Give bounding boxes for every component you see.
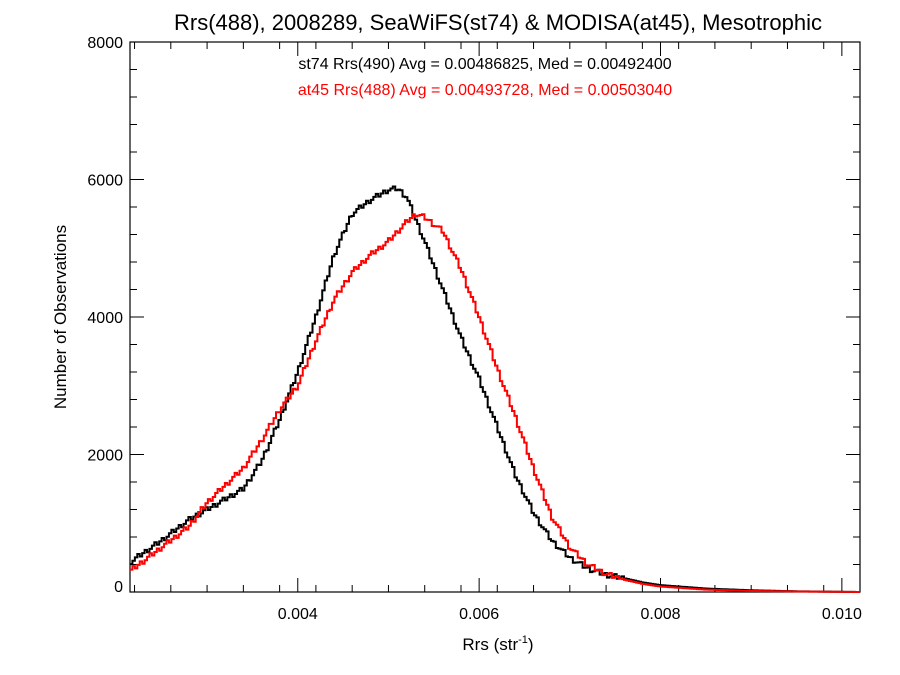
series-line-1 [130, 185, 860, 593]
x-axis-label-sup: -1 [518, 634, 528, 646]
y-axis: 0 2000 4000 6000 8000 [87, 35, 860, 596]
y-tick-label: 2000 [87, 448, 123, 465]
y-axis-label: Number of Observations [51, 225, 70, 409]
legend-series-2: at45 Rrs(488) Avg = 0.00493728, Med = 0.… [298, 82, 672, 99]
plot-frame [129, 41, 861, 593]
y-tick-label: 0 [114, 579, 123, 596]
x-tick-label: 0.010 [822, 606, 862, 623]
x-axis-label: Rrs (str-1) [462, 634, 533, 654]
y-tick-label: 6000 [87, 173, 123, 190]
legend-series-1: st74 Rrs(490) Avg = 0.00486825, Med = 0.… [298, 56, 671, 73]
series-layer [130, 185, 860, 593]
chart-title: Rrs(488), 2008289, SeaWiFS(st74) & MODIS… [174, 10, 822, 35]
x-axis: 0.004 0.006 0.008 0.010 [134, 42, 862, 623]
y-tick-label: 4000 [87, 310, 123, 327]
x-axis-label-main: Rrs (str [462, 635, 518, 654]
x-tick-label: 0.008 [640, 606, 680, 623]
x-axis-label-end: ) [528, 635, 534, 654]
y-tick-label: 8000 [87, 35, 123, 52]
x-tick-label: 0.006 [459, 606, 499, 623]
series-line-2 [130, 213, 860, 593]
x-tick-label: 0.004 [278, 606, 318, 623]
